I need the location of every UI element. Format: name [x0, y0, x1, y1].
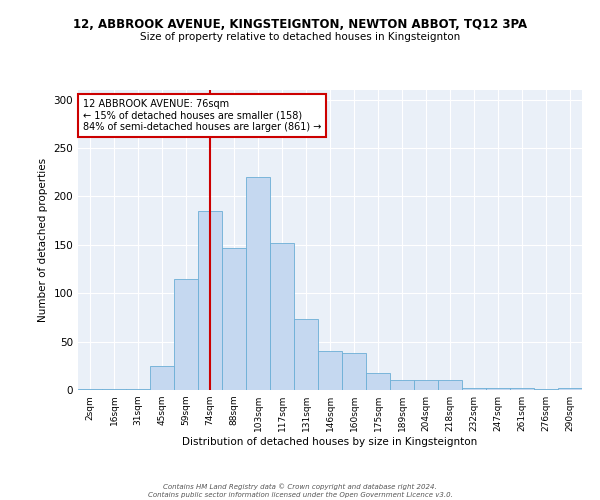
Bar — [510, 388, 534, 390]
Bar — [486, 388, 510, 390]
Bar — [198, 211, 222, 390]
Text: Contains HM Land Registry data © Crown copyright and database right 2024.
Contai: Contains HM Land Registry data © Crown c… — [148, 484, 452, 498]
Bar — [342, 353, 366, 390]
Bar — [462, 388, 486, 390]
Bar — [78, 389, 102, 390]
Bar — [558, 388, 582, 390]
Text: 12 ABBROOK AVENUE: 76sqm
← 15% of detached houses are smaller (158)
84% of semi-: 12 ABBROOK AVENUE: 76sqm ← 15% of detach… — [83, 99, 322, 132]
Bar — [390, 380, 414, 390]
Bar — [294, 320, 318, 390]
Bar — [222, 248, 246, 390]
Bar — [174, 278, 198, 390]
Bar — [534, 389, 558, 390]
Bar — [366, 372, 390, 390]
Bar — [102, 389, 126, 390]
Bar — [246, 177, 270, 390]
Bar — [318, 352, 342, 390]
Bar — [438, 380, 462, 390]
X-axis label: Distribution of detached houses by size in Kingsteignton: Distribution of detached houses by size … — [182, 437, 478, 447]
Bar — [270, 243, 294, 390]
Bar — [150, 366, 174, 390]
Y-axis label: Number of detached properties: Number of detached properties — [38, 158, 48, 322]
Bar — [126, 389, 150, 390]
Text: 12, ABBROOK AVENUE, KINGSTEIGNTON, NEWTON ABBOT, TQ12 3PA: 12, ABBROOK AVENUE, KINGSTEIGNTON, NEWTO… — [73, 18, 527, 30]
Bar — [414, 380, 438, 390]
Text: Size of property relative to detached houses in Kingsteignton: Size of property relative to detached ho… — [140, 32, 460, 42]
